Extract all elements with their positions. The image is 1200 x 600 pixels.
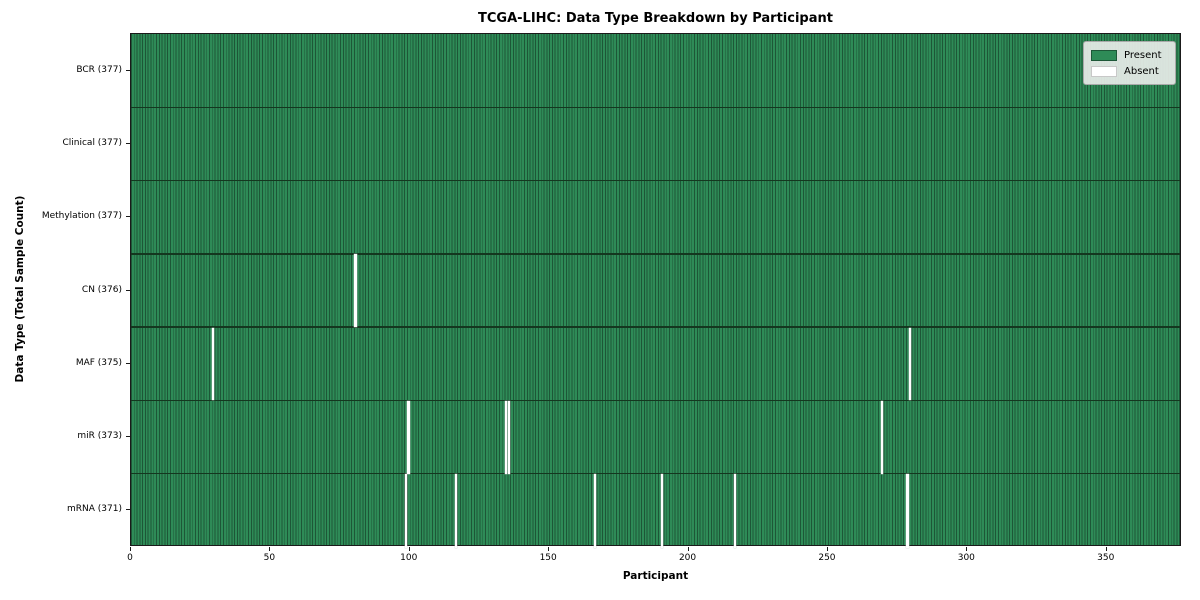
y-tick-label-Methylation: Methylation (377) bbox=[41, 211, 122, 222]
y-tick-label-miR: miR (373) bbox=[77, 431, 122, 442]
y-tick bbox=[126, 509, 130, 511]
y-tick bbox=[126, 289, 130, 291]
absent-cell-miR-134 bbox=[505, 401, 508, 474]
y-tick-label-MAF: MAF (375) bbox=[75, 357, 122, 368]
chart-title: TCGA-LIHC: Data Type Breakdown by Partic… bbox=[478, 11, 833, 26]
x-tick-label-0: 0 bbox=[127, 553, 133, 563]
absent-cell-mRNA-278 bbox=[906, 474, 909, 548]
x-tick bbox=[548, 547, 550, 551]
x-tick bbox=[269, 547, 271, 551]
legend: Present Absent bbox=[1083, 41, 1176, 85]
x-tick bbox=[408, 547, 410, 551]
legend-present-label: Present bbox=[1124, 49, 1162, 61]
x-tick-label-50: 50 bbox=[263, 553, 276, 563]
x-tick bbox=[966, 547, 968, 551]
y-tick-label-BCR: BCR (377) bbox=[76, 64, 122, 75]
legend-entry-absent: Absent bbox=[1091, 63, 1167, 79]
x-tick-label-300: 300 bbox=[957, 553, 975, 563]
absent-cell-mRNA-190 bbox=[661, 474, 664, 548]
x-tick bbox=[130, 547, 131, 551]
legend-absent-label: Absent bbox=[1124, 65, 1159, 77]
x-tick-label-150: 150 bbox=[539, 553, 557, 563]
y-tick bbox=[126, 69, 130, 71]
y-axis-label-text: Data Type (Total Sample Count) bbox=[14, 195, 26, 383]
absent-cell-CN-80 bbox=[354, 254, 357, 328]
absent-cell-miR-269 bbox=[881, 401, 884, 474]
legend-entry-present: Present bbox=[1091, 47, 1167, 63]
row-separator bbox=[131, 179, 1180, 182]
row-separator bbox=[131, 326, 1180, 328]
row-separator bbox=[131, 253, 1180, 255]
y-tick bbox=[126, 436, 130, 438]
y-tick-label-CN: CN (376) bbox=[81, 284, 122, 295]
y-tick bbox=[126, 142, 130, 144]
absent-swatch bbox=[1091, 65, 1117, 77]
y-tick-label-Clinical: Clinical (377) bbox=[62, 137, 122, 148]
x-tick-label-350: 350 bbox=[1097, 553, 1115, 563]
x-tick bbox=[1105, 547, 1107, 551]
absent-cell-mRNA-166 bbox=[594, 474, 597, 548]
x-tick-label-100: 100 bbox=[400, 553, 418, 563]
absent-cell-MAF-29 bbox=[212, 327, 215, 401]
absent-cell-mRNA-216 bbox=[733, 474, 736, 548]
row-separator bbox=[131, 106, 1180, 108]
row-separator bbox=[131, 473, 1180, 475]
x-tick bbox=[826, 547, 828, 551]
x-tick-label-200: 200 bbox=[678, 553, 697, 563]
absent-cell-miR-135 bbox=[507, 401, 510, 474]
plot-area bbox=[130, 33, 1181, 548]
y-tick bbox=[126, 216, 130, 218]
row-separator bbox=[131, 399, 1180, 402]
absent-cell-mRNA-116 bbox=[454, 474, 457, 548]
x-axis-label: Participant bbox=[622, 570, 689, 582]
absent-cell-MAF-279 bbox=[909, 327, 912, 401]
absent-cell-miR-99 bbox=[407, 401, 410, 474]
x-tick bbox=[687, 547, 689, 551]
x-tick-label-250: 250 bbox=[818, 553, 836, 563]
absent-cell-mRNA-98 bbox=[404, 474, 407, 548]
y-tick-label-mRNA: mRNA (371) bbox=[67, 504, 122, 515]
present-swatch bbox=[1091, 49, 1117, 61]
y-tick bbox=[126, 362, 130, 364]
